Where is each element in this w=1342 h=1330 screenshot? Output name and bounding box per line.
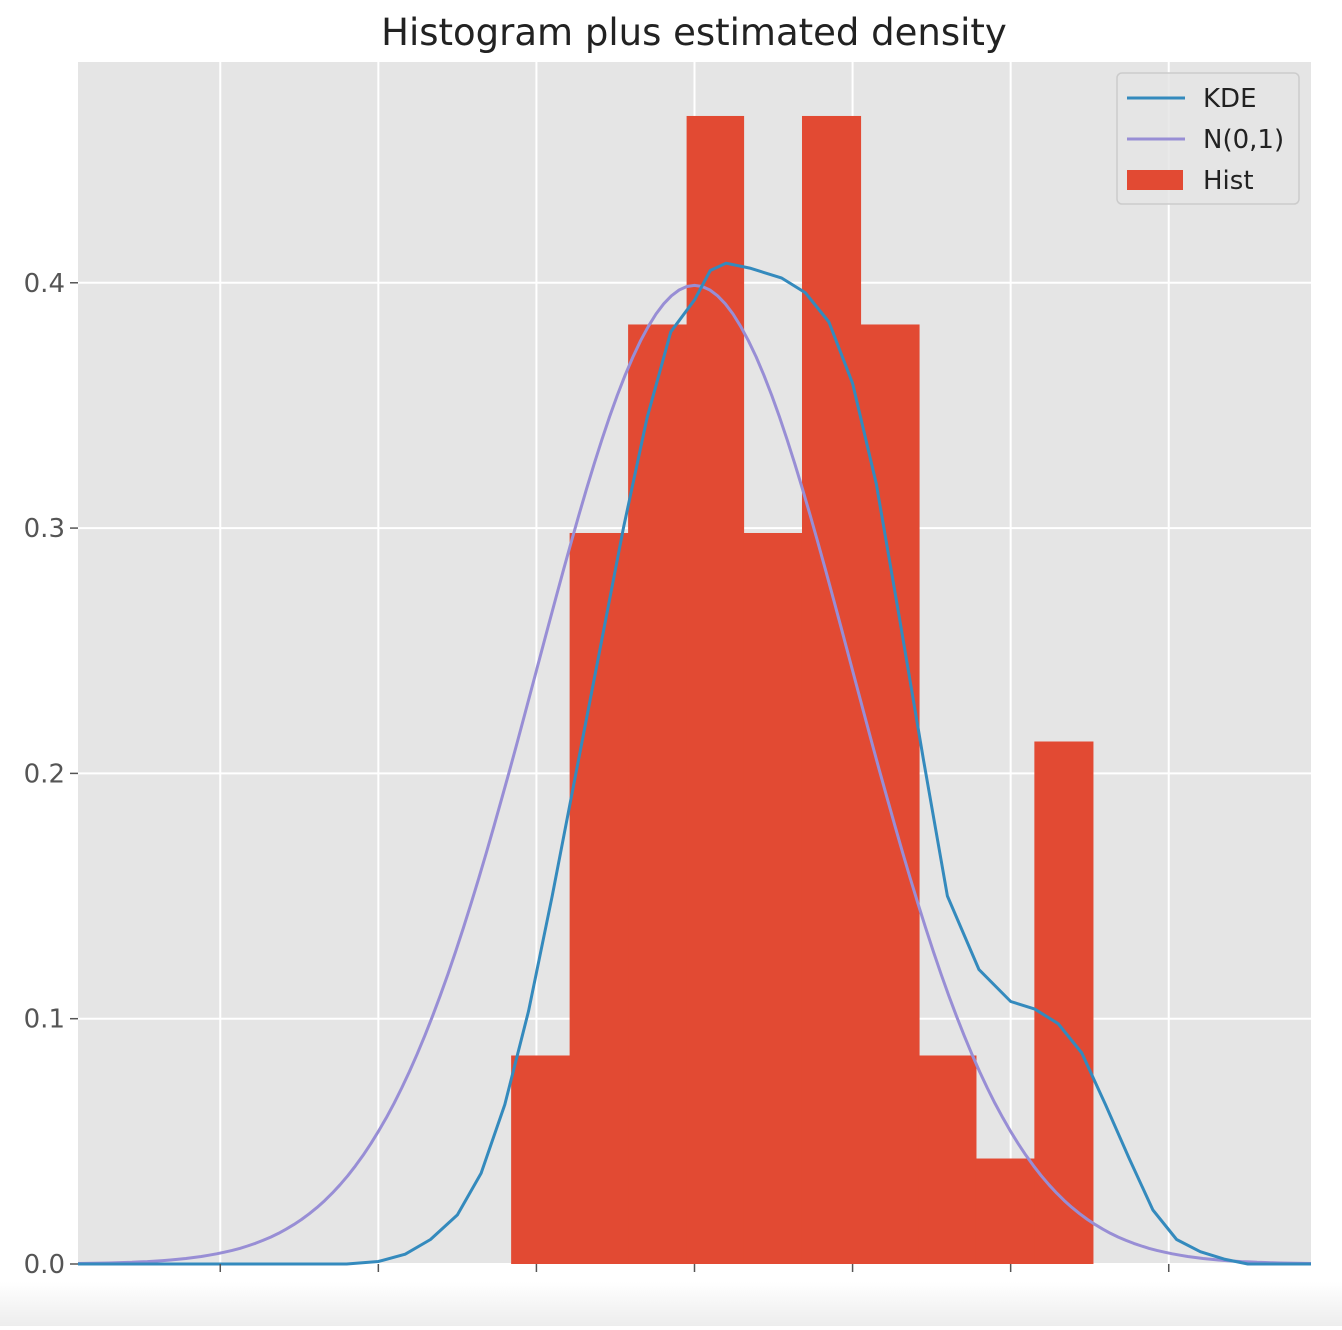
legend-label: Hist: [1203, 166, 1254, 196]
y-tick-label: 0.3: [24, 514, 65, 544]
bottom-shade: [0, 1282, 1342, 1326]
histogram-bar: [628, 324, 688, 1264]
histogram-bar: [918, 1055, 977, 1264]
histogram-bar: [975, 1158, 1035, 1264]
normal-density-line: [77, 283, 1312, 1265]
histogram-bar: [801, 115, 862, 1265]
histogram-bar: [860, 324, 920, 1264]
density-lines: [77, 261, 1312, 1266]
histogram-bar: [569, 532, 629, 1264]
histogram-bar: [1034, 741, 1094, 1264]
legend-label: N(0,1): [1203, 125, 1284, 155]
legend-swatch-patch: [1127, 170, 1183, 190]
histogram-bar: [511, 1055, 571, 1264]
histogram-bar: [743, 532, 803, 1264]
chart-title: Histogram plus estimated density: [381, 11, 1007, 54]
histogram-bars: [511, 115, 1094, 1265]
kde-line: [78, 261, 1311, 1266]
y-tick-label: 0.2: [24, 759, 65, 789]
legend-label: KDE: [1203, 84, 1257, 114]
legend: KDE N(0,1) Hist: [1116, 72, 1300, 205]
y-tick-label: 0.0: [24, 1250, 65, 1280]
y-tick-label: 0.1: [24, 1005, 65, 1035]
histogram-bar: [686, 115, 745, 1265]
y-tick-label: 0.4: [24, 269, 65, 299]
